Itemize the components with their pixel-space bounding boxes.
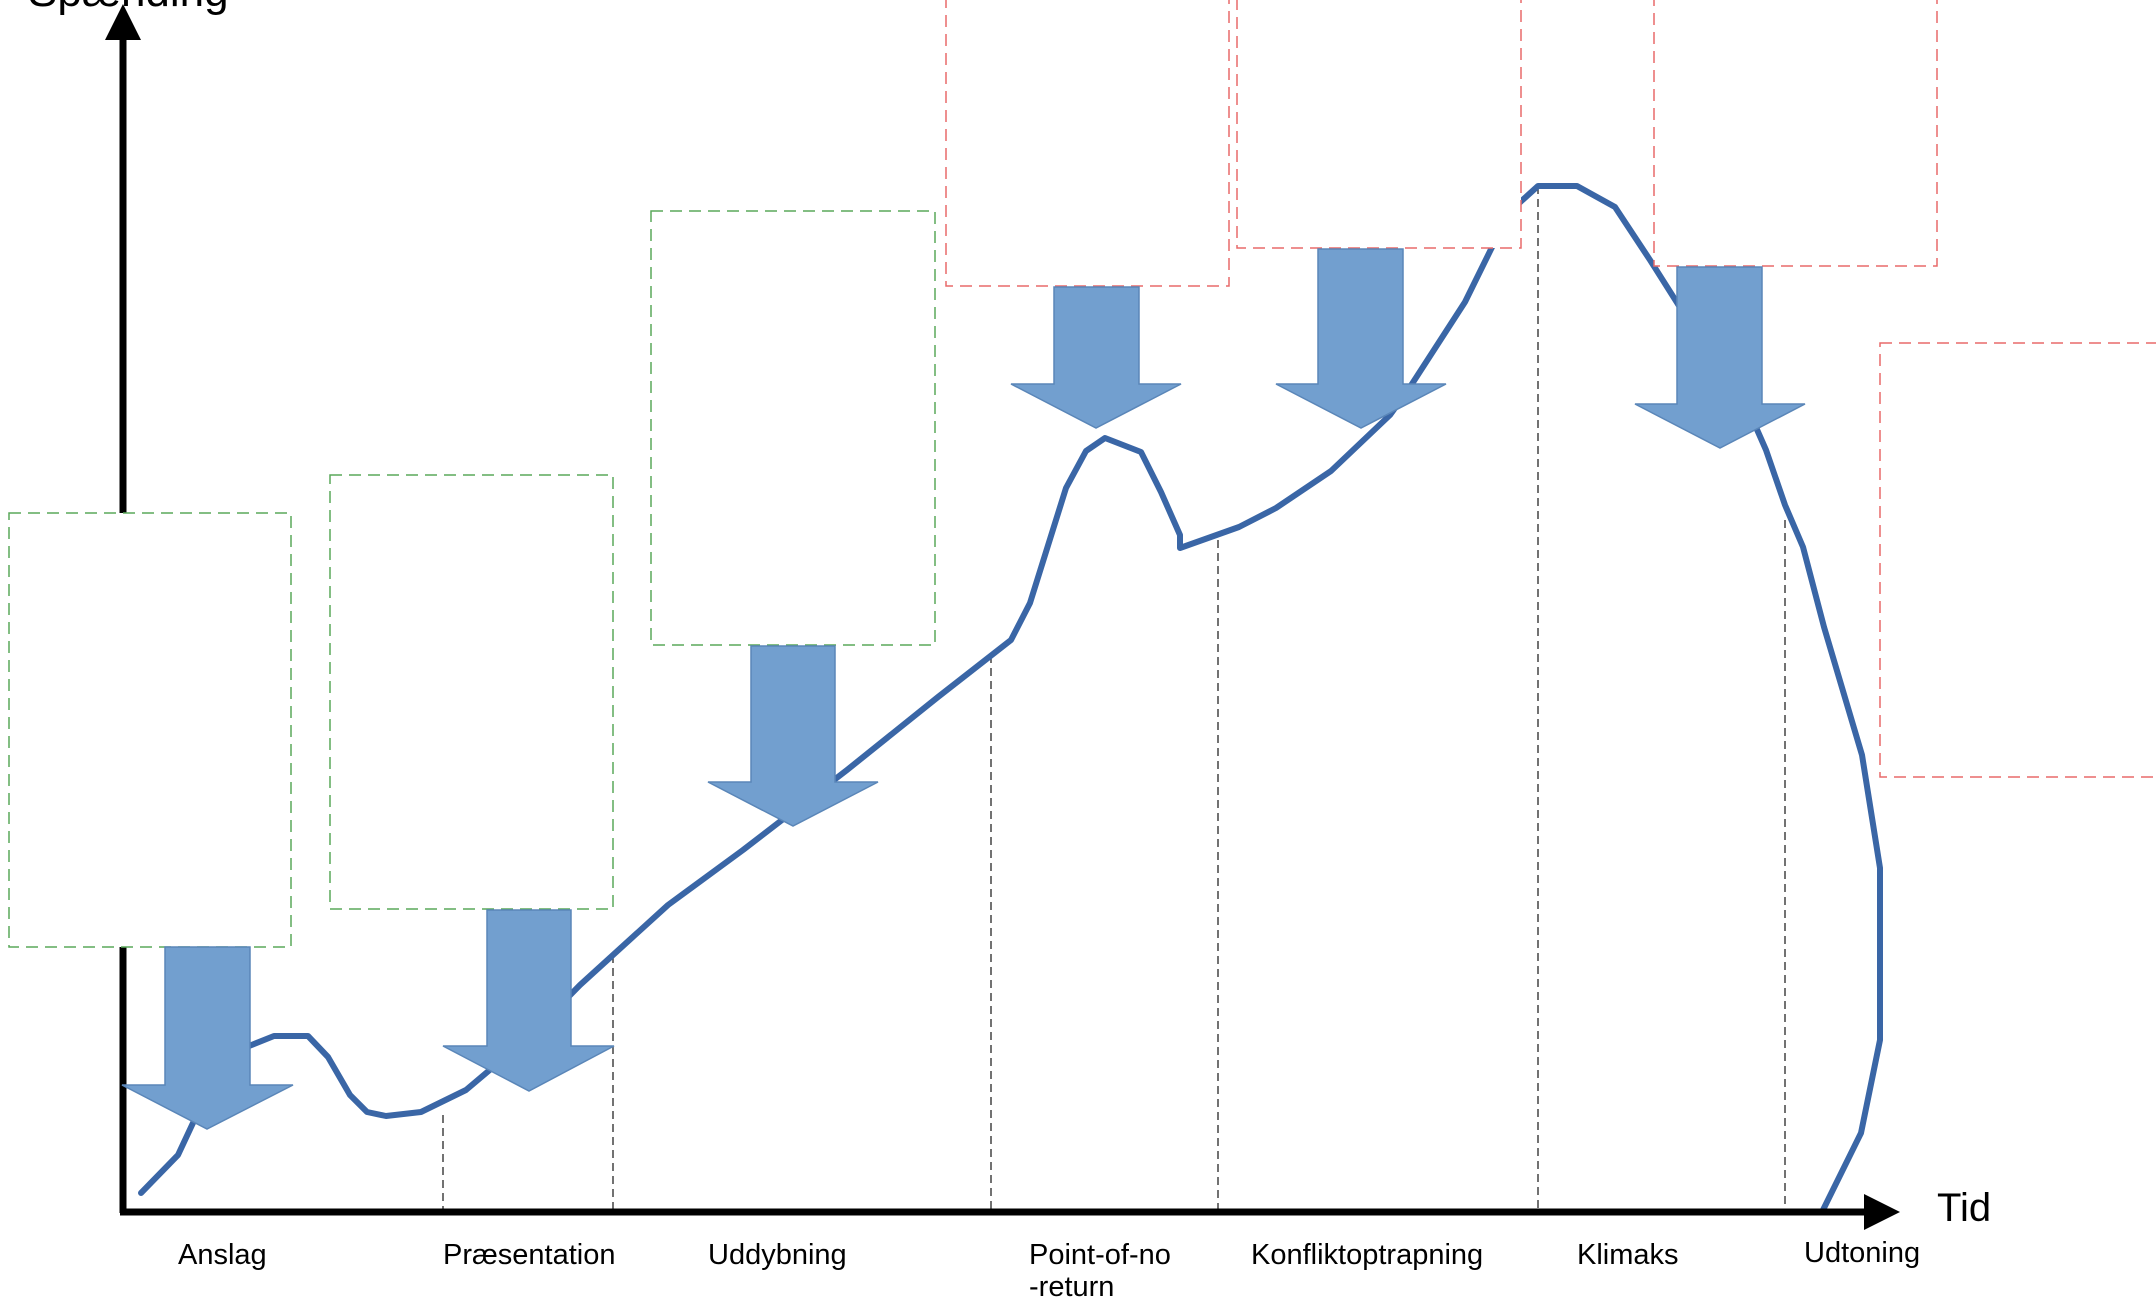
empty-box-red <box>1653 0 1938 267</box>
y-axis-arrowhead <box>105 4 141 40</box>
phase-label-line2: -return <box>1029 1271 1114 1303</box>
empty-box-red <box>945 0 1230 287</box>
x-axis-arrowhead <box>1864 1194 1900 1230</box>
phase-label-konfliktoptrapning: Konfliktoptrapning <box>1251 1239 1483 1271</box>
x-axis-title: Tid <box>1937 1186 1991 1230</box>
empty-box-green <box>650 210 936 646</box>
tension-curve <box>138 183 1883 1213</box>
phase-dividers <box>442 186 1786 1210</box>
phase-label-udtoning: Udtoning <box>1804 1237 1920 1269</box>
down-arrow-icon <box>121 946 294 1130</box>
down-arrow-icon <box>1275 248 1447 429</box>
phase-label-praesentation: Præsentation <box>443 1239 616 1271</box>
phase-label-klimaks: Klimaks <box>1577 1239 1679 1271</box>
phase-label-line1: Point-of-no <box>1029 1239 1171 1271</box>
empty-box-red <box>1879 342 2156 778</box>
y-axis-title: Spænding <box>28 0 229 16</box>
down-arrows <box>121 248 1806 1130</box>
empty-box-green <box>329 474 614 910</box>
empty-box-red <box>1236 0 1522 249</box>
down-arrow-icon <box>1634 266 1806 449</box>
down-arrow-icon <box>707 645 879 827</box>
phase-label-anslag: Anslag <box>178 1239 267 1271</box>
phase-labels: Anslag Præsentation Uddybning Point-of-n… <box>178 1237 1920 1303</box>
down-arrow-icon <box>1010 286 1182 429</box>
phase-boxes <box>8 0 2156 948</box>
empty-box-green <box>8 512 292 948</box>
down-arrow-icon <box>442 909 615 1092</box>
phase-label-point-of-no-return: Point-of-no -return <box>1029 1239 1179 1303</box>
phase-label-uddybning: Uddybning <box>708 1239 847 1271</box>
